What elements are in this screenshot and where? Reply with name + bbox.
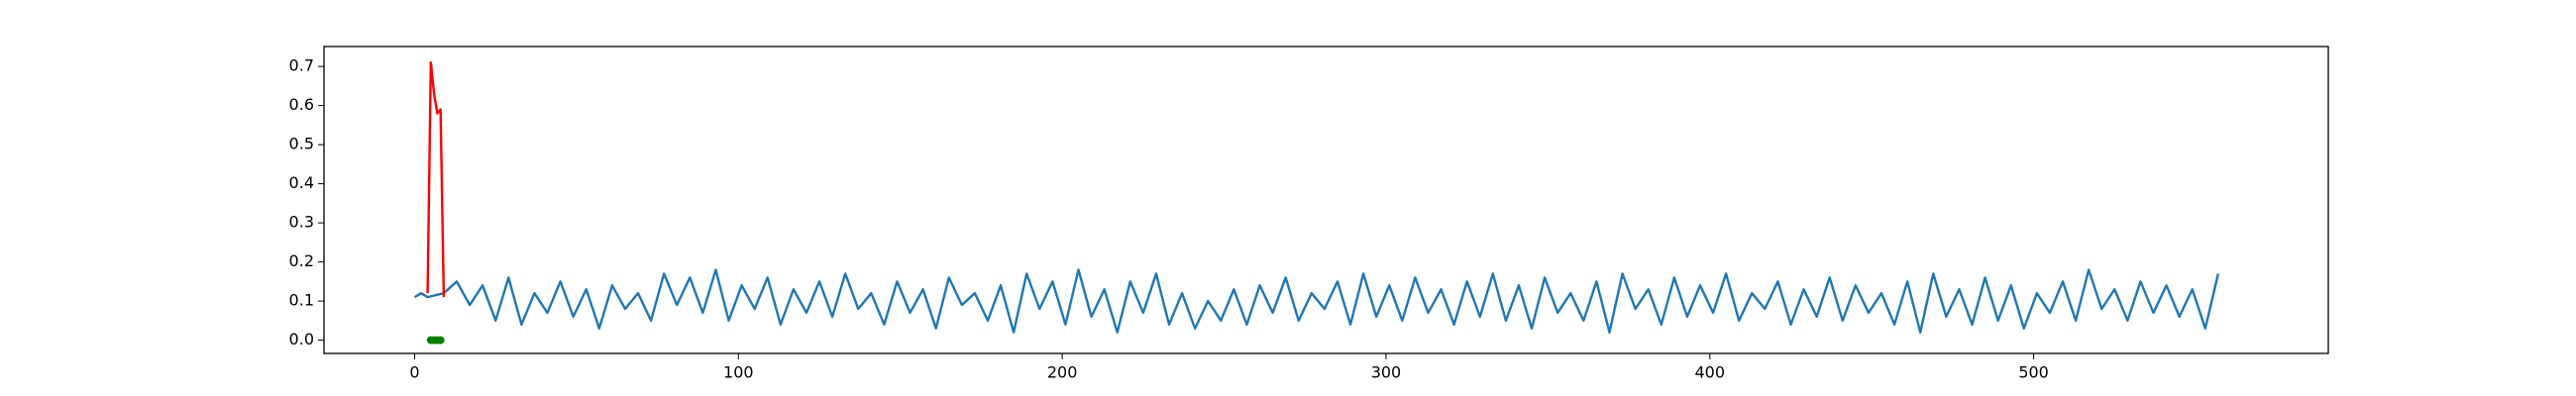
x-tick-label: 100 — [723, 363, 754, 382]
x-tick-label: 500 — [2018, 363, 2049, 382]
y-tick-label: 0.7 — [289, 56, 314, 75]
x-tick-label: 400 — [1695, 363, 1726, 382]
y-tick-label: 0.4 — [289, 173, 314, 192]
y-tick-label: 0.0 — [289, 330, 314, 348]
x-tick-label: 200 — [1047, 363, 1078, 382]
data-line — [413, 268, 2220, 334]
plot-frame — [323, 46, 2329, 354]
x-tick-label: 0 — [409, 363, 419, 382]
y-tick-label: 0.5 — [289, 135, 314, 153]
y-tick-label: 0.3 — [289, 213, 314, 232]
y-tick-label: 0.2 — [289, 251, 314, 270]
data-point — [436, 336, 445, 345]
data-line — [426, 60, 446, 298]
x-tick-label: 300 — [1371, 363, 1402, 382]
y-tick-label: 0.1 — [289, 291, 314, 310]
y-tick-label: 0.6 — [289, 95, 314, 114]
